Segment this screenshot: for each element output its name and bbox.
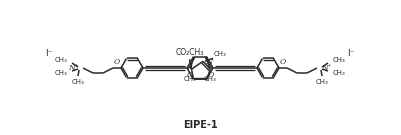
Text: N: N bbox=[205, 58, 213, 66]
Text: I⁻: I⁻ bbox=[45, 50, 53, 58]
Text: CH₃: CH₃ bbox=[54, 70, 67, 76]
Text: O: O bbox=[114, 58, 120, 66]
Text: O: O bbox=[280, 58, 286, 66]
Text: CO₂CH₃: CO₂CH₃ bbox=[175, 48, 204, 57]
Text: N⁺: N⁺ bbox=[69, 64, 79, 72]
Text: CH₃: CH₃ bbox=[333, 70, 346, 76]
Text: CH₃: CH₃ bbox=[333, 57, 346, 63]
Text: CH₃: CH₃ bbox=[204, 76, 217, 82]
Text: O: O bbox=[186, 71, 192, 79]
Text: N⁺: N⁺ bbox=[321, 64, 332, 72]
Text: CH₃: CH₃ bbox=[316, 79, 328, 85]
Text: I⁻: I⁻ bbox=[347, 50, 355, 58]
Text: CH₃: CH₃ bbox=[72, 79, 84, 85]
Text: CH₃: CH₃ bbox=[54, 57, 67, 63]
Text: CH₃: CH₃ bbox=[214, 51, 227, 57]
Text: CH₃: CH₃ bbox=[183, 76, 196, 82]
Text: O: O bbox=[207, 71, 214, 79]
Text: EIPE-1: EIPE-1 bbox=[183, 120, 217, 130]
